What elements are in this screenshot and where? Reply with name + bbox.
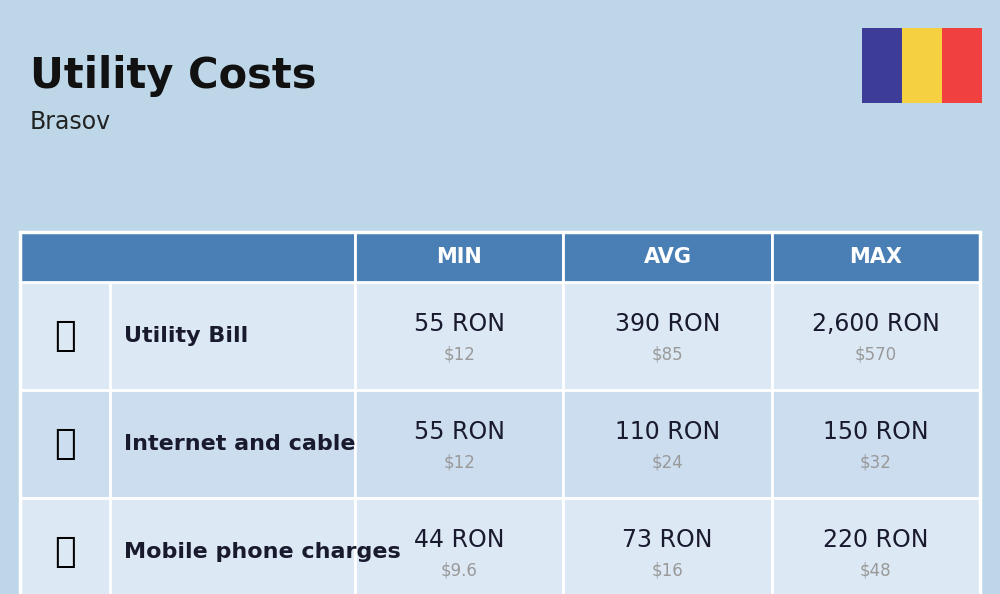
Bar — [942, 28, 982, 103]
Text: $12: $12 — [443, 345, 475, 363]
Text: 📡: 📡 — [54, 427, 76, 461]
Bar — [772, 498, 980, 594]
Text: $24: $24 — [652, 453, 683, 471]
Bar — [20, 282, 110, 390]
Text: MIN: MIN — [436, 247, 482, 267]
Text: MAX: MAX — [849, 247, 902, 267]
Bar — [20, 232, 355, 282]
Bar — [20, 232, 980, 594]
Bar — [772, 232, 980, 282]
Text: Utility Bill: Utility Bill — [124, 326, 248, 346]
Text: $32: $32 — [860, 453, 892, 471]
Text: 390 RON: 390 RON — [615, 312, 720, 336]
Text: $48: $48 — [860, 561, 892, 579]
Text: 55 RON: 55 RON — [414, 420, 505, 444]
Text: $570: $570 — [855, 345, 897, 363]
Text: 📱: 📱 — [54, 535, 76, 569]
Text: 2,600 RON: 2,600 RON — [812, 312, 940, 336]
Bar — [772, 390, 980, 498]
Text: 55 RON: 55 RON — [414, 312, 505, 336]
Text: Internet and cable: Internet and cable — [124, 434, 356, 454]
Text: Mobile phone charges: Mobile phone charges — [124, 542, 401, 562]
Text: 73 RON: 73 RON — [622, 528, 713, 552]
Bar — [563, 232, 772, 282]
Bar — [772, 282, 980, 390]
Bar — [355, 282, 563, 390]
Text: $16: $16 — [652, 561, 683, 579]
Bar — [862, 28, 902, 103]
Text: Utility Costs: Utility Costs — [30, 55, 316, 97]
Text: Brasov: Brasov — [30, 110, 111, 134]
Bar — [355, 232, 563, 282]
Bar — [110, 498, 355, 594]
Text: AVG: AVG — [644, 247, 692, 267]
Bar — [20, 498, 110, 594]
Bar — [20, 390, 110, 498]
Text: 🔌: 🔌 — [54, 319, 76, 353]
Bar — [902, 28, 942, 103]
Text: $12: $12 — [443, 453, 475, 471]
Text: 220 RON: 220 RON — [823, 528, 929, 552]
Text: $85: $85 — [652, 345, 683, 363]
Bar — [563, 282, 772, 390]
Text: 150 RON: 150 RON — [823, 420, 929, 444]
Bar — [563, 390, 772, 498]
Bar — [355, 498, 563, 594]
Bar — [355, 390, 563, 498]
Text: 110 RON: 110 RON — [615, 420, 720, 444]
Text: $9.6: $9.6 — [441, 561, 478, 579]
Text: 44 RON: 44 RON — [414, 528, 504, 552]
Bar — [563, 498, 772, 594]
Bar — [110, 390, 355, 498]
Bar — [110, 282, 355, 390]
